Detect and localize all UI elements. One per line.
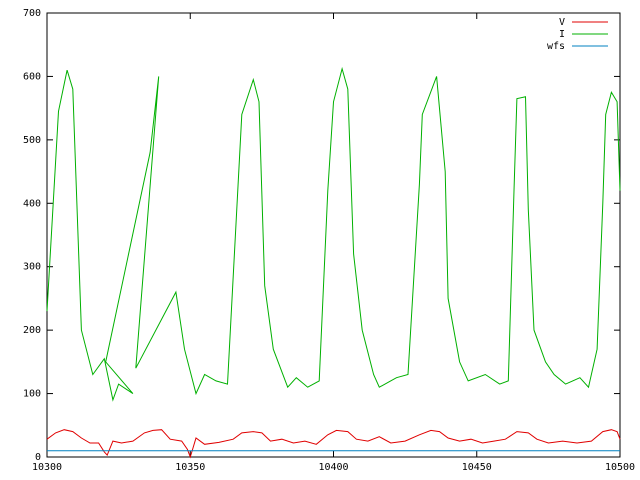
y-tick-label: 100 — [23, 389, 41, 400]
plot-frame — [46, 12, 621, 458]
x-tick-label: 10400 — [318, 462, 348, 473]
x-tick-label: 10300 — [32, 462, 62, 473]
y-tick-label: 500 — [23, 135, 41, 146]
legend-label: wfs — [547, 41, 565, 52]
y-tick-label: 300 — [23, 262, 41, 273]
series-line — [46, 429, 621, 459]
legend-label: I — [559, 29, 565, 40]
y-tick-label: 0 — [35, 452, 41, 463]
x-tick-label: 10500 — [605, 462, 635, 473]
y-tick-label: 200 — [23, 325, 41, 336]
legend-label: V — [559, 17, 565, 28]
x-tick-label: 10350 — [175, 462, 205, 473]
y-tick-label: 600 — [23, 71, 41, 82]
x-tick-label: 10450 — [462, 462, 492, 473]
y-tick-label: 700 — [23, 8, 41, 19]
y-tick-label: 400 — [23, 198, 41, 209]
series-line — [46, 66, 621, 402]
